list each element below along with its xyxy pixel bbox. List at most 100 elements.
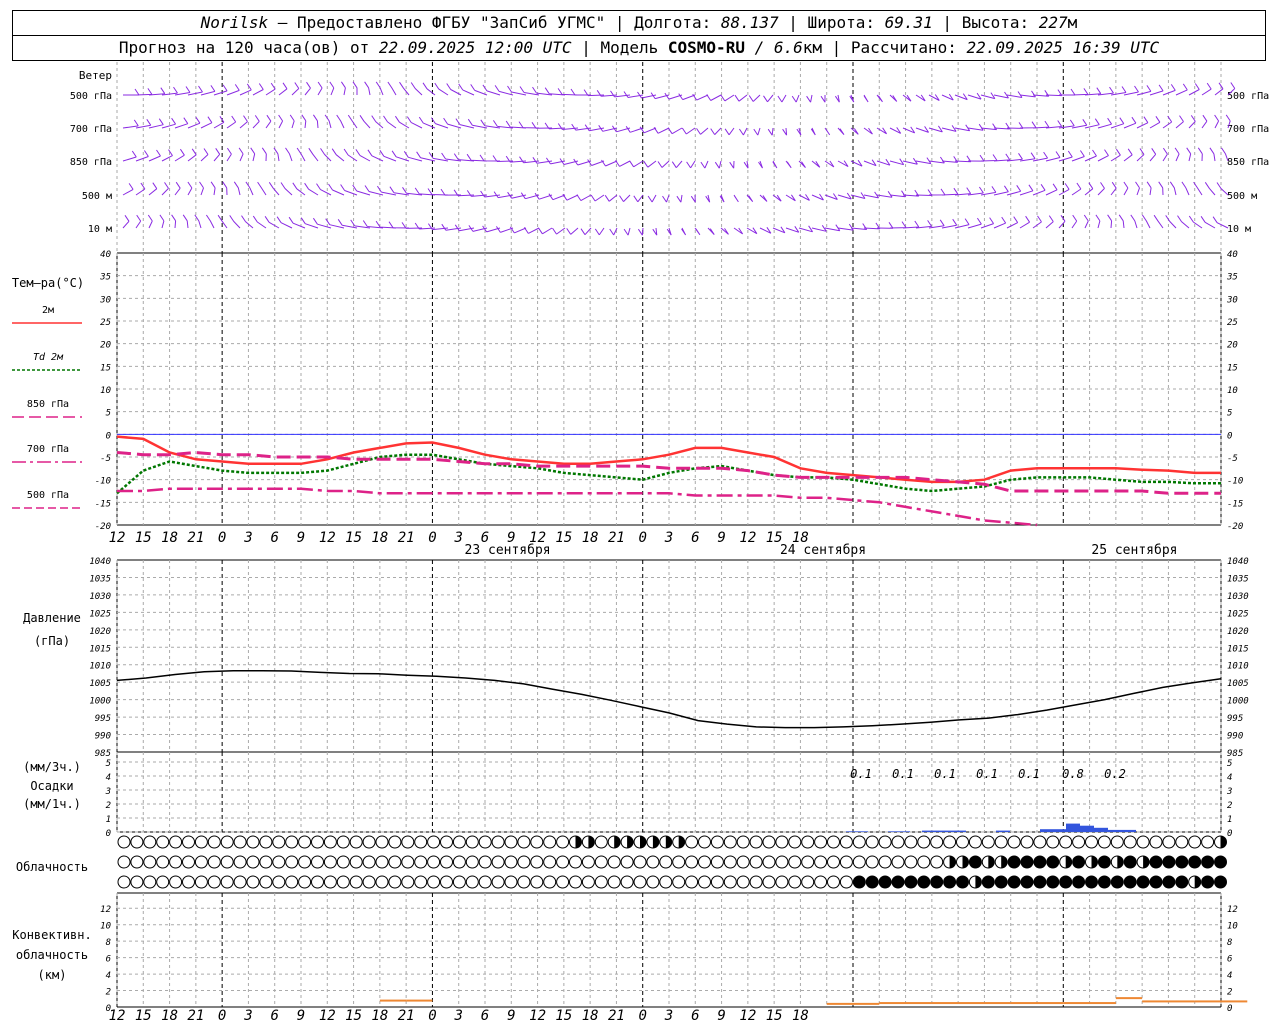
wind-barb <box>863 159 877 167</box>
hour-tick-label: 9 <box>297 1008 305 1024</box>
model-resolution: / 6.6 <box>744 38 803 57</box>
wind-barb <box>331 148 345 162</box>
cloud-symbol <box>1085 835 1098 849</box>
wind-barb <box>441 152 462 162</box>
wind-barb <box>222 181 228 196</box>
cloud-symbol <box>1059 835 1073 849</box>
cloud-symbol <box>272 835 286 849</box>
wind-barb <box>610 90 631 98</box>
cloud-symbol <box>917 855 931 869</box>
wind-barb <box>785 194 796 202</box>
precip-y-tick: 2 <box>1227 801 1232 811</box>
wind-barb <box>325 218 345 229</box>
cloud-symbol <box>517 855 531 869</box>
wind-barb <box>980 217 995 229</box>
wind-barb <box>1123 148 1133 162</box>
wind-barb <box>226 84 240 96</box>
conv-cloud-mark <box>379 999 407 1002</box>
wind-barb <box>811 160 821 168</box>
wind-barb <box>233 181 241 196</box>
hour-tick-label: 15 <box>766 530 783 546</box>
series-line-1 <box>116 453 1221 495</box>
wind-barb <box>205 214 215 229</box>
pressure-line <box>116 669 1222 729</box>
wind-barb <box>174 148 185 162</box>
hour-tick-label: 9 <box>507 1008 515 1024</box>
wind-barb <box>1204 182 1216 196</box>
wind-barb <box>123 88 140 96</box>
wind-level-label: 500 м <box>1227 191 1257 202</box>
wind-barb <box>1201 82 1212 96</box>
wind-barb <box>824 193 838 200</box>
wind-barb <box>210 181 216 196</box>
wind-barb <box>427 188 449 196</box>
wind-barb <box>666 227 672 236</box>
wind-barb <box>337 219 358 229</box>
wind-barb <box>1123 85 1139 96</box>
wind-barb <box>733 227 744 235</box>
wind-barb <box>720 227 729 235</box>
wind-barb <box>340 184 358 196</box>
pressure-y-tick: 985 <box>95 749 111 759</box>
wind-barb <box>1118 214 1125 229</box>
cloud-symbol-partial <box>1001 856 1008 868</box>
wind-barb <box>941 187 959 196</box>
wind-barb <box>458 83 475 96</box>
wind-barb <box>1110 117 1125 129</box>
wind-barb <box>387 81 397 96</box>
cloud-symbol <box>710 875 724 889</box>
wind-barb <box>652 227 658 236</box>
wind-barb <box>135 182 146 196</box>
cloud-symbol <box>827 835 840 849</box>
wind-barb <box>238 147 244 162</box>
wind-barb <box>993 216 1007 229</box>
wind-barb <box>453 153 475 162</box>
cloud-symbol <box>827 855 840 869</box>
wind-barb <box>1146 181 1152 196</box>
wind-barb <box>678 93 696 101</box>
conv-y-tick: 0 <box>1227 1004 1232 1014</box>
cloud-symbol <box>1033 855 1047 869</box>
wind-barb <box>122 150 137 162</box>
wind-barb <box>213 148 221 162</box>
wind-barb <box>785 160 792 169</box>
wind-barb <box>226 115 237 129</box>
conv-cloud-mark <box>1168 1000 1195 1003</box>
cloud-symbol <box>478 855 492 869</box>
conv-cloud-mark <box>905 1002 932 1005</box>
cloud-symbol <box>685 835 699 849</box>
wind-barb <box>915 220 933 229</box>
wind-barb <box>544 122 566 130</box>
forecast-label: Прогноз на 120 часа(ов) от <box>118 38 379 57</box>
cloud-symbol <box>311 855 324 869</box>
cloud-symbol <box>298 875 312 889</box>
cloud-symbol <box>607 875 621 889</box>
wind-barb <box>1136 148 1145 162</box>
wind-barb <box>820 95 826 103</box>
cloud-symbol <box>388 875 402 889</box>
wind-level-label: 700 гПа <box>1227 124 1269 135</box>
cloud-symbol <box>930 855 944 869</box>
cloud-symbol <box>865 835 879 849</box>
hour-tick-label: 3 <box>664 1008 673 1024</box>
wind-barb <box>915 94 926 102</box>
cloud-symbol <box>452 835 466 849</box>
wind-barb <box>1149 84 1164 96</box>
hour-tick-label: 0 <box>218 1008 226 1024</box>
calc-label: | Рассчитано: <box>822 38 967 57</box>
wind-barb <box>772 226 786 234</box>
cloud-symbol <box>762 875 776 889</box>
wind-barb <box>759 194 768 202</box>
wind-barb <box>876 127 888 135</box>
wind-barb <box>273 147 280 162</box>
cloud-symbol <box>904 875 918 889</box>
cloud-symbol <box>1201 855 1215 869</box>
wind-barb <box>1084 149 1097 162</box>
wind-barb <box>252 115 260 129</box>
cloud-symbol-partial <box>1117 856 1124 868</box>
hour-tick-label: 3 <box>243 1008 252 1024</box>
hour-tick-label: 6 <box>481 530 489 546</box>
conv-cloud-mark <box>1142 1000 1169 1003</box>
cloud-symbol <box>749 835 763 849</box>
wind-barb <box>719 194 725 203</box>
